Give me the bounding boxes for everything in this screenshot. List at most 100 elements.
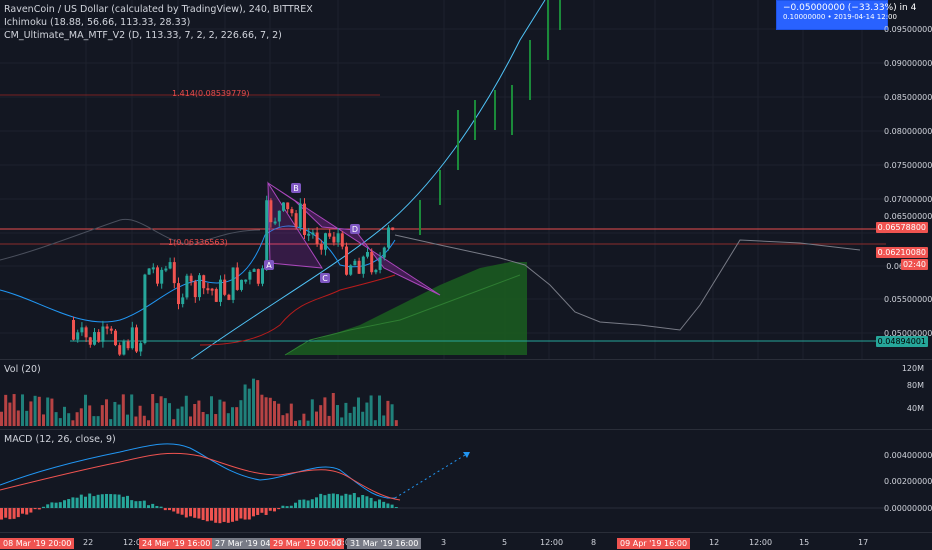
candle [319,243,323,250]
candle [126,341,130,349]
volume-bar [88,405,92,426]
pattern-point-c[interactable]: C [322,274,328,283]
candle [93,332,96,345]
macd-histogram-bar [239,508,243,519]
candle [168,262,172,269]
volume-bar [378,395,381,426]
volume-bar [25,410,29,426]
legend-macd[interactable]: MACD (12, 26, close, 9) [4,434,116,445]
volume-axis-label: 80M [906,381,924,390]
candle [227,294,231,300]
volume-bar [294,420,297,426]
macd-histogram-bar [130,500,134,508]
macd-histogram-bar [180,508,184,515]
legend-cm[interactable]: CM_Ultimate_MA_MTF_V2 (D, 113.33, 7, 2, … [4,30,282,41]
measure-info-box[interactable]: −0.05000000 (−33.33%) in 4 0.10000000 • … [776,0,916,30]
volume-bar [117,404,121,426]
candle [101,326,105,342]
candle [370,251,374,273]
macd-histogram-bar [134,501,138,508]
macd-histogram-bar [21,508,24,514]
macd-histogram-bar [96,494,100,508]
candle [172,262,176,284]
measure-target: 0.10000000 • 2019-04-14 12:00 [783,13,897,21]
candle [277,210,281,222]
macd-histogram-bar [113,494,117,508]
macd-histogram-bar [58,502,62,508]
volume-bar [310,399,314,426]
candle [244,279,248,282]
legend-main[interactable]: RavenCoin / US Dollar (calculated by Tra… [4,4,313,15]
volume-bar [79,408,83,426]
candle [202,275,206,289]
macd-histogram-bar [205,508,209,522]
volume-bar [205,414,209,426]
volume-bar [134,416,138,426]
price-axis-label: 0.08000000 [884,127,932,136]
candle [214,289,218,302]
macd-histogram-bar [0,508,3,520]
volume-bar [256,380,260,426]
volume-bar [67,413,71,426]
candle [282,202,285,211]
macd-histogram-bar [369,497,373,508]
macd-histogram-bar [357,497,360,508]
pattern-point-b[interactable]: B [293,184,299,193]
price-axis-label: 0.05000000 [884,329,932,338]
macd-histogram-bar [92,496,96,508]
legend-ichimoku[interactable]: Ichimoku (18.88, 56.66, 113.33, 28.33) [4,17,191,28]
macd-histogram-bar [37,508,41,510]
time-label: 17 [858,538,869,547]
macd-histogram-bar [109,494,113,508]
volume-bar [365,402,369,426]
price-axis-label: 0.09000000 [884,59,932,68]
candle [156,267,159,284]
volume-bar [231,407,234,426]
candle [181,297,185,305]
macd-histogram-bar [29,508,33,513]
pattern-point-d[interactable]: D [352,225,358,234]
macd-pane[interactable] [0,430,886,530]
volume-bar [264,397,268,426]
candle [219,279,222,302]
pattern-point-a[interactable]: A [266,261,272,270]
volume-bar [12,394,16,426]
volume-bar [201,411,205,426]
macd-histogram-bar [298,499,302,508]
volume-bar [0,411,3,426]
candle [378,257,382,270]
volume-bar [159,396,163,426]
volume-bar [193,403,197,426]
volume-bar [184,395,188,426]
candle [332,236,336,243]
macd-histogram-bar [323,495,327,508]
candle [311,232,315,235]
volume-bar [315,411,318,426]
volume-bar [50,398,54,426]
volume-bar [298,420,302,426]
volume-bar [252,378,255,426]
price-axis-label: 0.06500000 [884,212,932,221]
macd-histogram-bar [201,508,205,520]
time-label: 5 [502,538,508,547]
time-tag: 27 Mar '19 04:00 [212,538,287,549]
candle [387,227,390,248]
legend-volume[interactable]: Vol (20) [4,364,41,375]
candle [198,275,201,298]
time-label: 12:00 [749,538,773,547]
price-tag-resistance: 0.06578800 [875,222,928,233]
candle [143,274,147,344]
macd-histogram-bar [264,508,268,515]
macd-histogram-bar [105,493,108,508]
candle [147,268,151,275]
macd-histogram-bar [88,493,92,508]
volume-bar [382,415,386,426]
volume-pane[interactable] [0,360,886,428]
candle [349,265,353,275]
candle [114,330,117,346]
volume-bar [222,401,226,426]
macd-histogram-bar [235,508,239,521]
main-chart-canvas[interactable]: A B C D [0,0,886,360]
volume-bar [176,408,180,426]
volume-bar [214,414,218,426]
